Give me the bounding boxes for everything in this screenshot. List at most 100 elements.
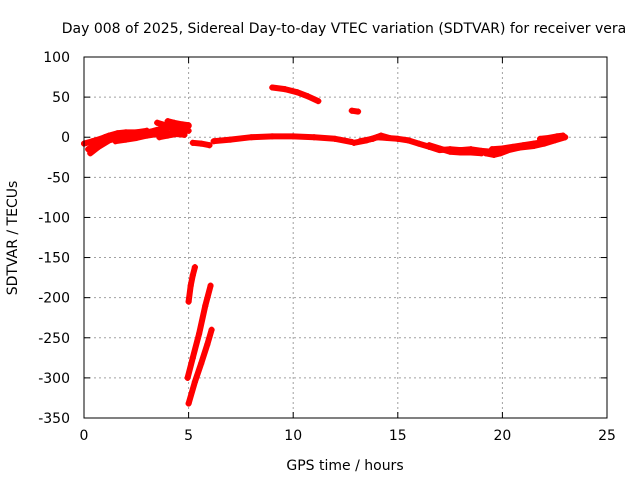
data-point (87, 150, 94, 157)
data-point (426, 142, 433, 149)
data-point (154, 119, 161, 126)
data-point (269, 133, 276, 140)
data-point (196, 330, 203, 337)
x-tick-label: 25 (598, 428, 616, 444)
data-point (553, 133, 560, 140)
x-tick-label: 20 (493, 428, 511, 444)
data-series (81, 84, 569, 407)
data-point (206, 142, 213, 149)
data-point (357, 138, 364, 145)
data-point (158, 126, 165, 133)
data-point (170, 119, 177, 126)
data-point (436, 145, 443, 152)
data-point (530, 140, 537, 147)
x-tick-label: 0 (80, 428, 89, 444)
data-point (164, 132, 171, 139)
data-point (415, 140, 422, 147)
grid-lines (84, 57, 607, 418)
data-point (468, 149, 475, 156)
data-point (133, 135, 140, 142)
data-point (281, 86, 288, 93)
data-point (394, 135, 401, 142)
data-point (181, 131, 188, 138)
data-point (143, 132, 150, 139)
x-tick-label: 15 (389, 428, 407, 444)
y-tick-label: -200 (38, 291, 70, 307)
data-point (348, 107, 355, 114)
x-axis-label: GPS time / hours (286, 458, 403, 474)
data-point (112, 131, 119, 138)
data-point (210, 138, 217, 145)
data-point (499, 145, 506, 152)
y-tick-label: -300 (38, 371, 70, 387)
data-point (378, 132, 385, 139)
y-tick-label: 100 (43, 50, 70, 66)
x-tick-label: 10 (284, 428, 302, 444)
data-point (164, 124, 171, 131)
y-tick-label: -50 (47, 170, 70, 186)
data-series-track-13 (269, 84, 322, 105)
y-tick-label: -150 (38, 251, 70, 267)
data-point (191, 264, 198, 271)
data-point (187, 282, 194, 289)
data-point (488, 146, 495, 153)
data-point (386, 135, 393, 142)
data-point (198, 140, 205, 147)
data-point (315, 98, 322, 105)
data-point (545, 135, 552, 142)
data-point (520, 142, 527, 149)
data-series-track-16 (357, 132, 393, 145)
data-series-track-09 (164, 118, 192, 129)
data-point (122, 131, 129, 138)
y-tick-label: -350 (38, 411, 70, 427)
data-point (405, 137, 412, 144)
data-point (173, 131, 180, 138)
data-point (156, 134, 163, 141)
data-point (189, 354, 196, 361)
plot-frame (83, 56, 608, 419)
data-point (135, 129, 142, 136)
data-point (537, 135, 544, 142)
chart-title: Day 008 of 2025, Sidereal Day-to-day VTE… (62, 21, 626, 37)
data-point (179, 121, 186, 128)
data-point (207, 282, 214, 289)
data-point (369, 135, 376, 142)
data-point (101, 134, 108, 141)
data-point (185, 400, 192, 407)
axis-ticks: 0 5 10 15 20 25 100 50 0 -50 -100 -150 -200 -250 -300 -… (38, 50, 616, 444)
data-series-track-12 (210, 133, 355, 145)
data-point (355, 108, 362, 115)
data-point (482, 150, 489, 157)
data-point (227, 136, 234, 143)
data-point (304, 93, 311, 100)
data-point (208, 326, 215, 333)
data-point (290, 133, 297, 140)
y-tick-label: -250 (38, 331, 70, 347)
data-point (447, 148, 454, 155)
data-point (457, 149, 464, 156)
data-point (294, 89, 301, 96)
data-point (248, 134, 255, 141)
y-tick-label: 50 (52, 90, 70, 106)
data-point (164, 118, 171, 125)
data-point (185, 298, 192, 305)
y-tick-label: -100 (38, 210, 70, 226)
data-point (350, 139, 357, 146)
y-axis-label: SDTVAR / TECUs (5, 181, 21, 296)
data-point (269, 84, 276, 91)
data-point (204, 341, 211, 348)
x-tick-label: 5 (184, 428, 193, 444)
data-point (95, 143, 102, 150)
data-point (560, 132, 567, 139)
data-point (189, 139, 196, 146)
data-point (122, 136, 129, 143)
data-point (491, 151, 498, 158)
data-point (184, 374, 191, 381)
data-series-track-20 (537, 132, 567, 142)
data-series-track-21 (185, 264, 198, 305)
data-point (311, 134, 318, 141)
data-point (112, 138, 119, 145)
data-series-track-10 (156, 131, 188, 141)
data-point (509, 143, 516, 150)
